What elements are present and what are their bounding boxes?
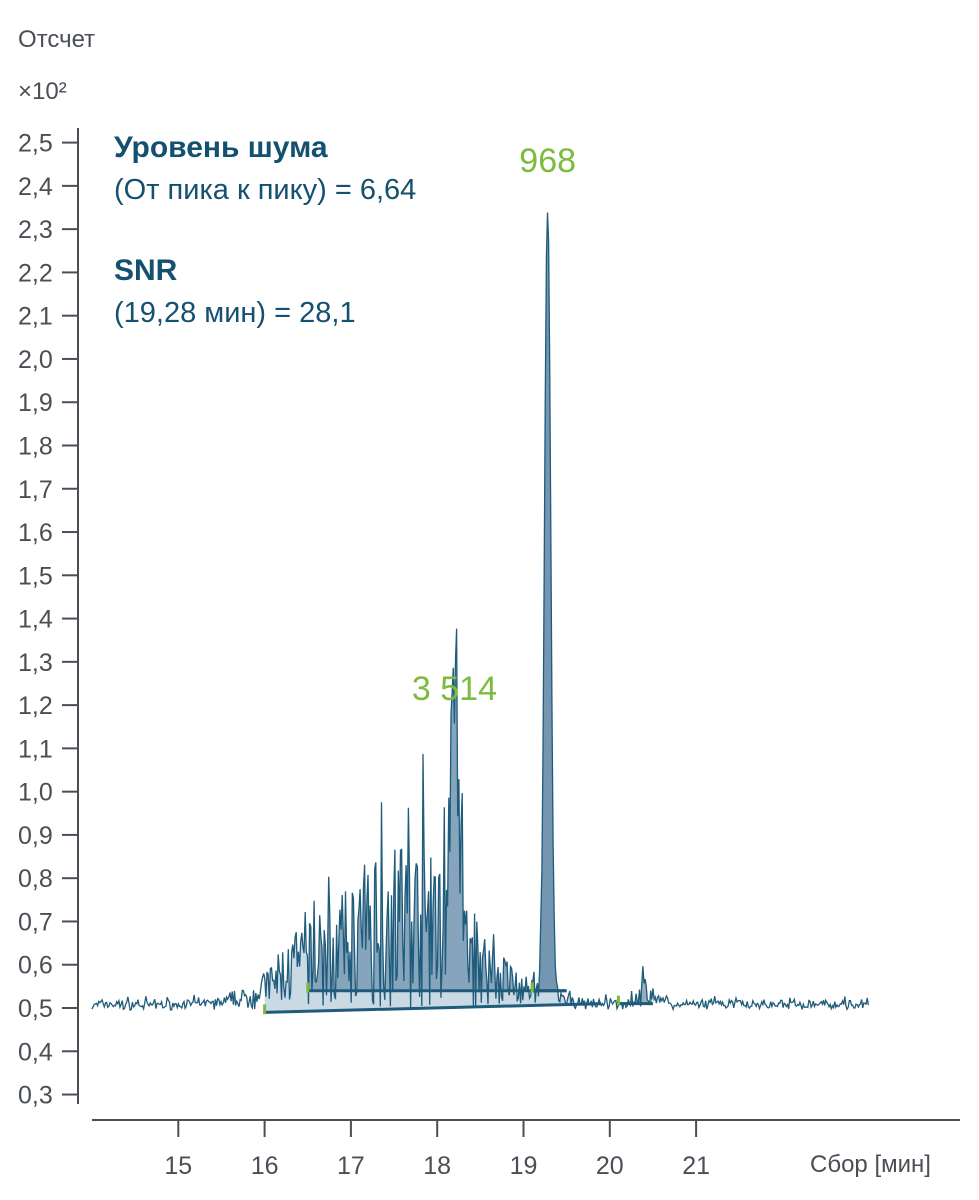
y-tick-label: 1,5: [18, 562, 53, 590]
y-tick-label: 2,0: [18, 346, 53, 374]
x-tick-label: 15: [164, 1152, 192, 1180]
peak-labels: 3 514 968: [412, 142, 576, 708]
peak-label: 3 514: [412, 670, 497, 708]
y-tick-label: 1,6: [18, 519, 53, 547]
y-tick-label: 1,2: [18, 692, 53, 720]
integration-area: [307, 212, 567, 991]
y-tick-label: 1,0: [18, 779, 53, 807]
signal-line: [91, 212, 870, 1012]
peak-label: 968: [519, 142, 576, 180]
x-tick-label: 20: [596, 1152, 624, 1180]
y-axis-title: Отсчет: [18, 26, 95, 53]
axes: [77, 128, 960, 1121]
y-tick-label: 0,5: [18, 995, 53, 1023]
y-tick-label: 1,3: [18, 649, 53, 677]
integration-fills: [264, 212, 653, 1013]
snr-value: (19,28 мин) = 28,1: [114, 297, 356, 329]
baseline: [264, 1002, 602, 1014]
noise-title: Уровень шума: [114, 131, 328, 164]
x-tick-label: 17: [337, 1152, 365, 1180]
y-tick-label: 1,8: [18, 432, 53, 460]
y-tick-label: 0,4: [18, 1038, 53, 1066]
y-tick-label: 0,6: [18, 952, 53, 980]
x-tick-label: 21: [682, 1152, 710, 1180]
y-tick-label: 1,1: [18, 735, 53, 763]
integration-area: [532, 212, 567, 991]
x-tick-label: 18: [423, 1152, 451, 1180]
noise-value: (От пика к пику) = 6,64: [114, 174, 416, 206]
y-ticks: 2,5 2,4 2,3 2,2 2,1 2,0 1,9 1,8 1,7 1,6 1,5 1,4 1,3 1…: [18, 130, 78, 1110]
y-tick-label: 2,1: [18, 303, 53, 331]
x-ticks: 15 16 17 18 19 20 21: [164, 1120, 710, 1180]
snr-title: SNR: [114, 254, 178, 287]
y-tick-label: 2,3: [18, 216, 53, 244]
x-tick-label: 19: [510, 1152, 538, 1180]
x-tick-label: 16: [251, 1152, 279, 1180]
integration-baselines: [263, 982, 653, 1015]
y-tick-label: 2,2: [18, 259, 53, 287]
y-tick-label: 2,4: [18, 173, 53, 201]
y-tick-label: 0,7: [18, 908, 53, 936]
y-tick-label: 1,4: [18, 606, 53, 634]
y-tick-label: 2,5: [18, 130, 53, 158]
integration-area: [618, 966, 653, 1004]
signal-trace: [91, 212, 870, 1012]
y-axis-multiplier: ×10²: [18, 78, 67, 105]
x-axis-title: Сбор [мин]: [810, 1151, 931, 1178]
y-tick-label: 0,9: [18, 822, 53, 850]
y-tick-label: 0,3: [18, 1082, 53, 1110]
y-tick-label: 0,8: [18, 865, 53, 893]
y-tick-label: 1,9: [18, 389, 53, 417]
y-tick-label: 1,7: [18, 476, 53, 504]
